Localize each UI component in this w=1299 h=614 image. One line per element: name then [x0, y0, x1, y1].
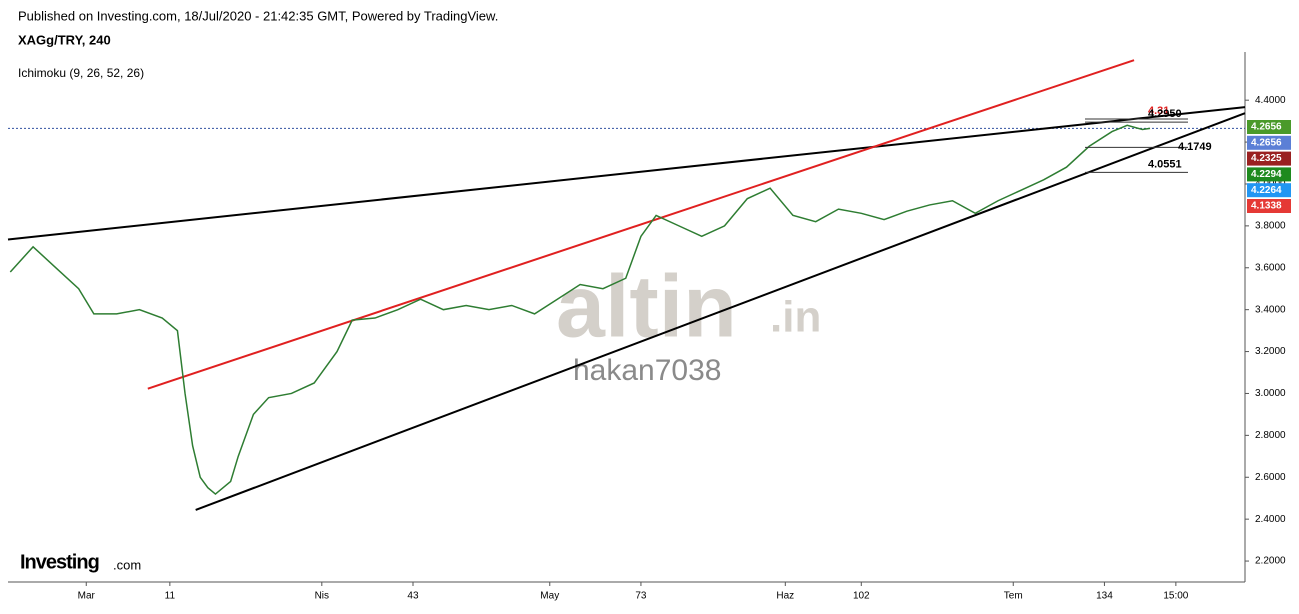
x-tick-label: 15:00 [1163, 591, 1188, 602]
trendline [7, 106, 1246, 241]
trendline [195, 112, 1246, 511]
y-tick-label: 2.8000 [1255, 430, 1286, 441]
price-series [9, 124, 1151, 495]
logo-suffix: .com [113, 557, 141, 572]
x-tick-label: Mar [78, 591, 96, 602]
price-tag-label: 4.2294 [1251, 169, 1282, 180]
trendline [147, 59, 1135, 390]
y-tick-label: 4.4000 [1255, 95, 1286, 106]
y-tick-label: 3.6000 [1255, 262, 1286, 273]
price-tag [1247, 151, 1291, 166]
watermark-suffix: .in [770, 293, 821, 342]
x-tick-label: May [540, 591, 559, 602]
x-tick-label: 73 [635, 591, 647, 602]
price-tag [1247, 183, 1291, 198]
annotation-label: 4.0551 [1148, 158, 1182, 170]
x-tick-label: 43 [407, 591, 419, 602]
y-tick-label: 3.0000 [1255, 388, 1286, 399]
price-tag [1247, 199, 1291, 213]
y-tick-label: 2.2000 [1255, 556, 1286, 567]
x-tick-label: Tem [1004, 591, 1023, 602]
price-tag-label: 4.2656 [1251, 122, 1282, 133]
price-tag-label: 4.2325 [1251, 153, 1282, 164]
annotation-label: 4.31 [1148, 105, 1169, 117]
published: Published on Investing.com, 18/Jul/2020 … [18, 8, 498, 23]
x-tick-label: 11 [165, 591, 176, 602]
x-tick-label: Haz [776, 591, 794, 602]
x-tick-label: Nis [315, 591, 329, 602]
annotation-label: 4.2950 [1148, 108, 1182, 120]
price-tag-label: 4.2656 [1251, 137, 1282, 148]
indicator: Ichimoku (9, 26, 52, 26) [18, 66, 144, 80]
y-tick-label: 3.2000 [1255, 346, 1286, 357]
x-tick-label: 102 [853, 591, 870, 602]
y-tick-label: 3.8000 [1255, 221, 1286, 232]
x-tick-label: 134 [1096, 591, 1113, 602]
price-tag [1247, 120, 1291, 134]
annotation-label: 4.1749 [1178, 141, 1212, 153]
price-tag-label: 4.2264 [1251, 185, 1282, 196]
price-tag [1247, 135, 1291, 150]
price-tag-label: 4.1338 [1251, 201, 1282, 212]
logo: Investing [20, 551, 99, 573]
y-tick-label: 2.4000 [1255, 514, 1286, 525]
price-tag [1247, 167, 1291, 182]
y-tick-label: 2.6000 [1255, 472, 1286, 483]
symbol: XAGg/TRY, 240 [18, 32, 111, 47]
y-tick-label: 3.4000 [1255, 304, 1286, 315]
watermark-user: hakan7038 [573, 354, 721, 387]
